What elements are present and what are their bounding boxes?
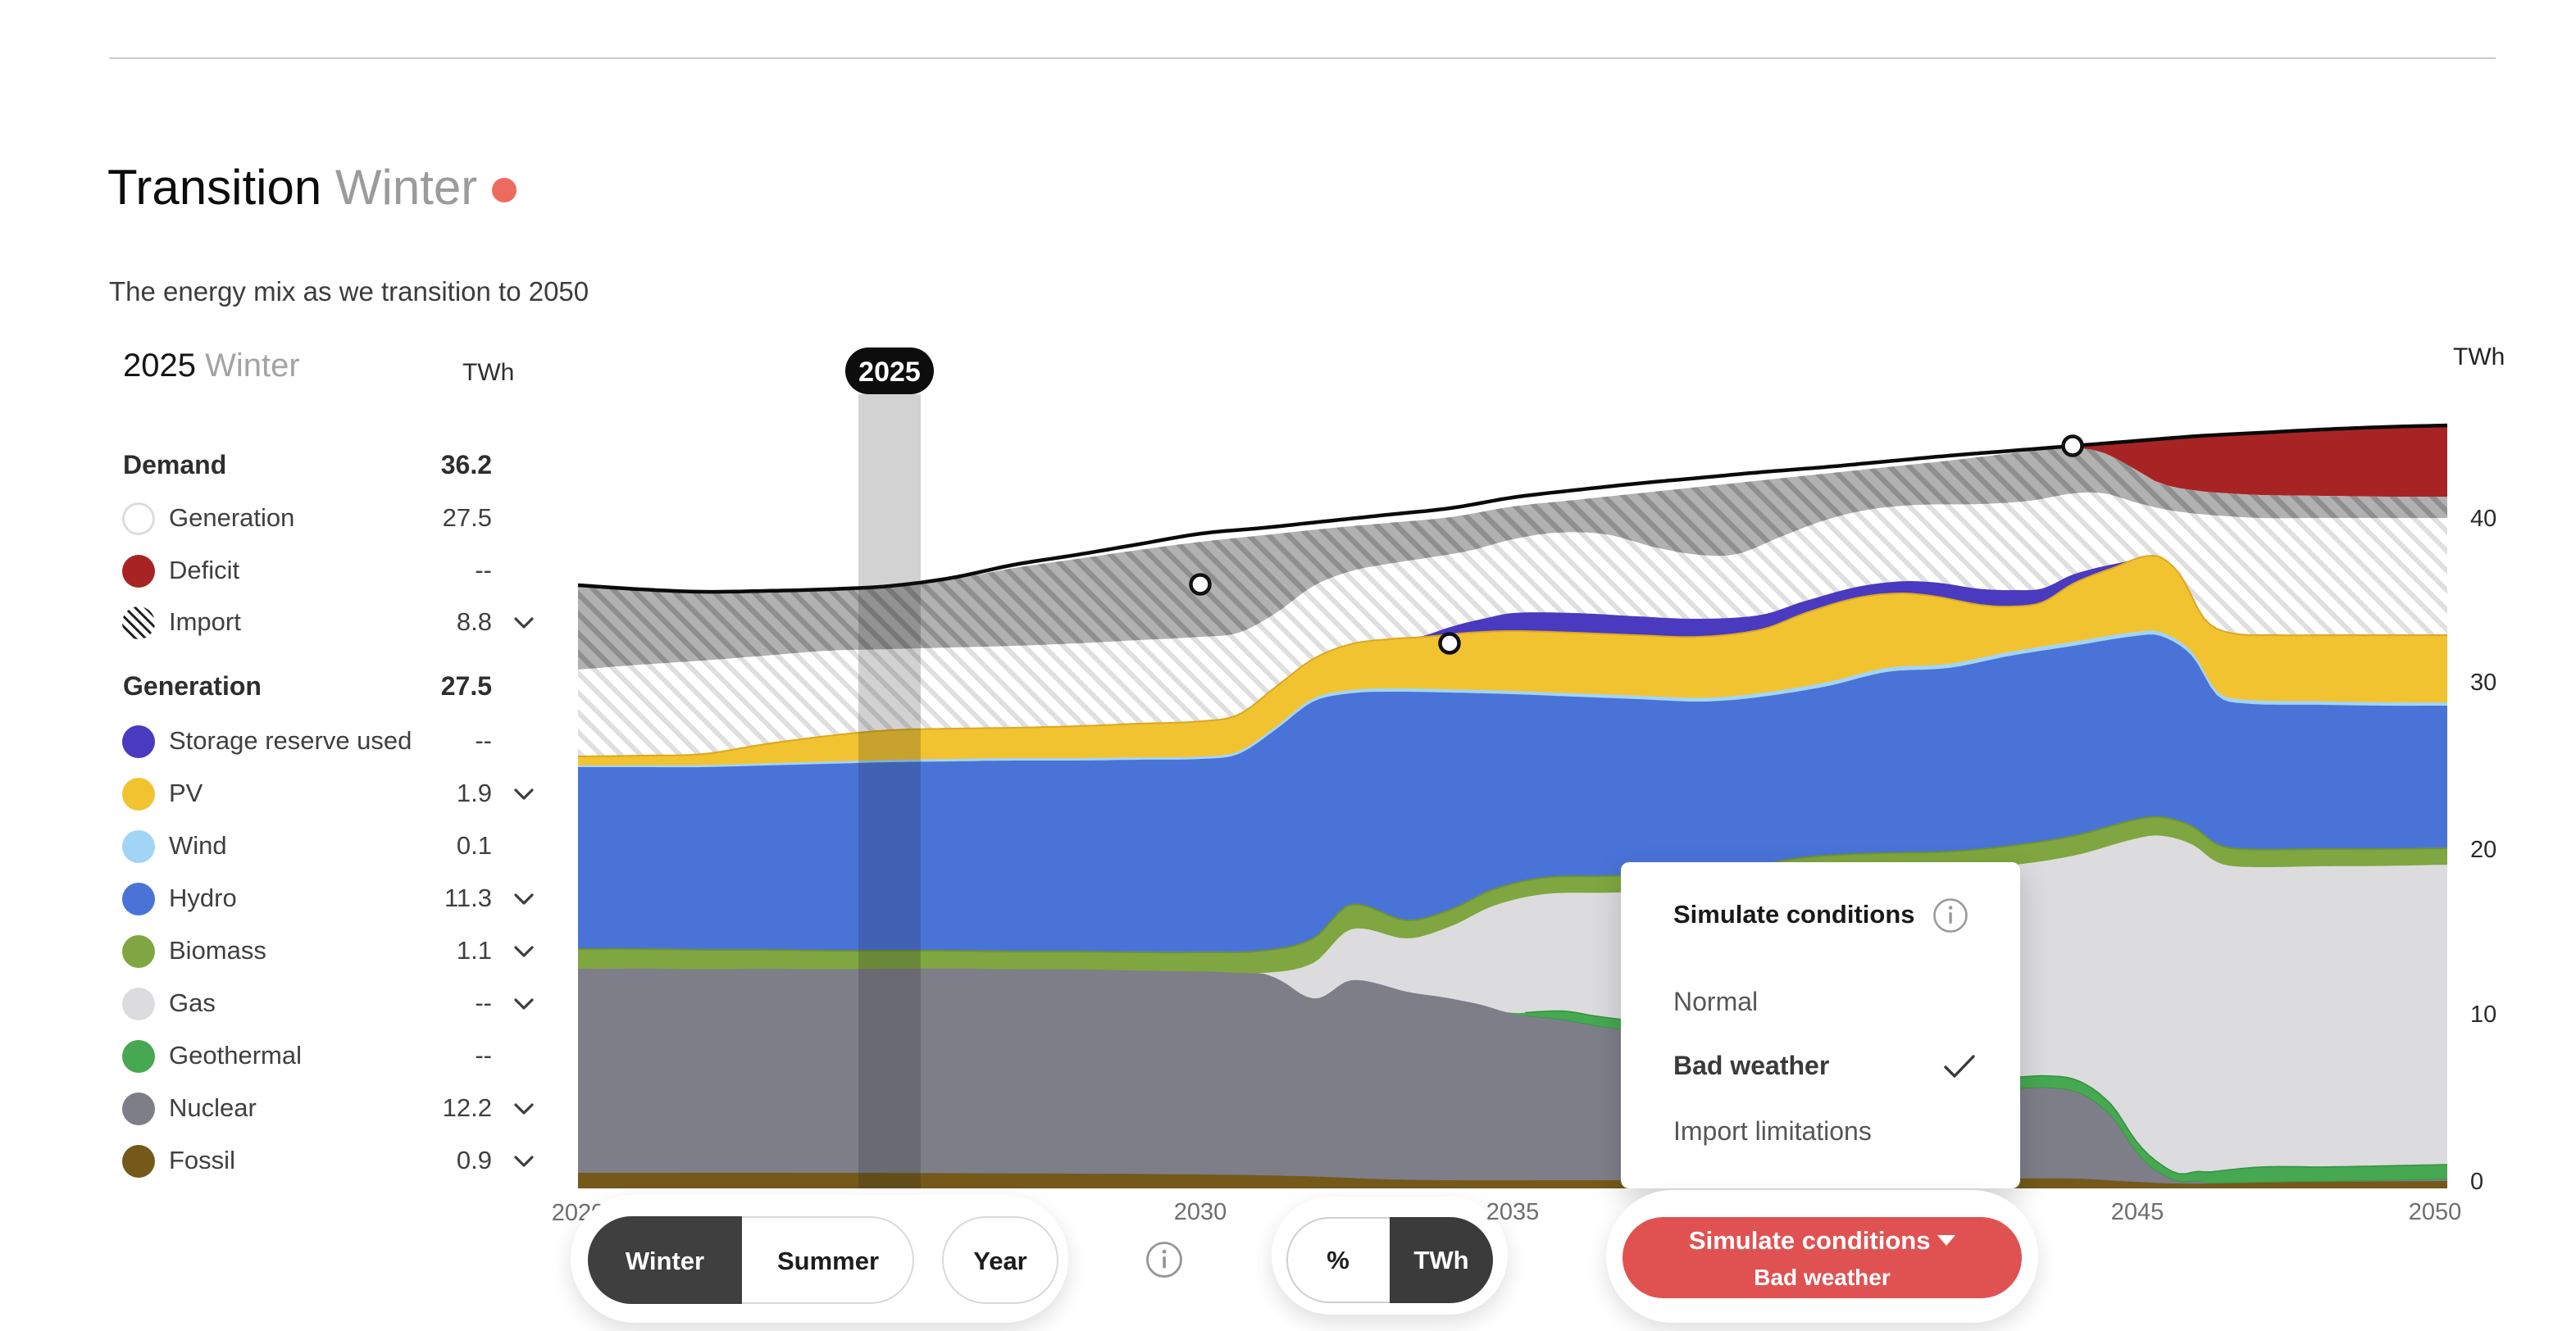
svg-text:2025: 2025 [858, 357, 921, 388]
svg-text:20: 20 [2470, 837, 2496, 863]
svg-text:10: 10 [2470, 1002, 2496, 1028]
svg-text:0: 0 [2470, 1169, 2483, 1195]
svg-text:TWh: TWh [2453, 343, 2505, 370]
svg-text:40: 40 [2470, 506, 2496, 532]
svg-text:30: 30 [2470, 670, 2496, 696]
